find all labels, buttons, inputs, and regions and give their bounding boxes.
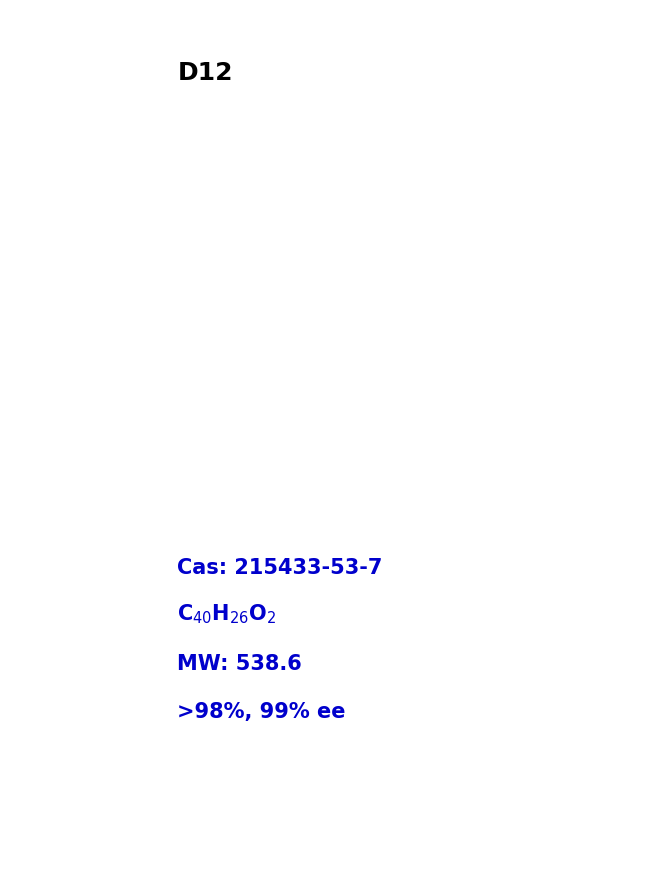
Text: >98%, 99% ee: >98%, 99% ee [177, 702, 346, 722]
Text: MW: 538.6: MW: 538.6 [177, 654, 302, 674]
Text: D12: D12 [177, 61, 233, 85]
Text: C$_{40}$H$_{26}$O$_{2}$: C$_{40}$H$_{26}$O$_{2}$ [177, 602, 277, 626]
Text: Cas: 215433-53-7: Cas: 215433-53-7 [177, 557, 383, 578]
